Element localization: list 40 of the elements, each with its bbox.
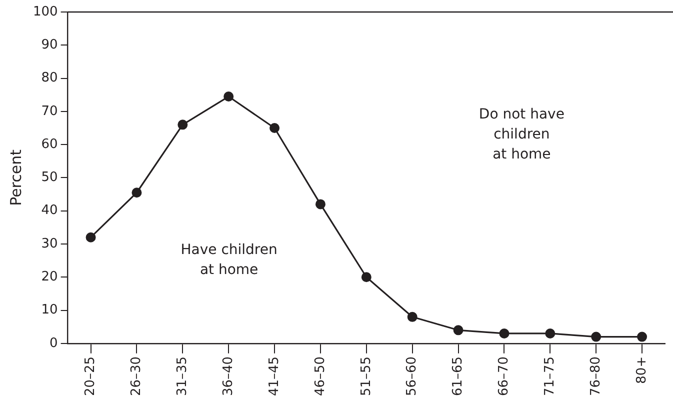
point <box>132 188 142 198</box>
y-tick-label: 60 <box>41 136 58 152</box>
point <box>545 328 556 338</box>
x-tick-label: 31–35 <box>175 356 190 396</box>
x-tick-label: 61–65 <box>450 356 466 396</box>
point <box>407 312 418 322</box>
y-tick-label: 10 <box>41 302 58 318</box>
x-tick-label: 76–80 <box>588 356 604 396</box>
y-tick-label: 40 <box>41 203 58 218</box>
annotation: Have children at home <box>180 242 278 278</box>
y-tick-label: 80 <box>41 70 58 86</box>
point <box>270 122 280 133</box>
x-tick-label: 71–75 <box>542 356 558 396</box>
y-tick-label: 100 <box>32 4 58 20</box>
y-tick-label: 90 <box>41 38 58 53</box>
point <box>86 232 96 242</box>
x-tick-label: 26–30 <box>129 356 144 396</box>
x-tick-label: 46–50 <box>312 356 328 396</box>
x-tick-label: 56–60 <box>404 356 420 396</box>
y-tick-label: 20 <box>41 270 58 285</box>
point <box>178 120 188 130</box>
point <box>637 332 648 342</box>
point <box>453 325 464 336</box>
x-tick-label: 66–70 <box>496 356 512 396</box>
point <box>224 92 234 102</box>
annotation: Do not have children at home <box>478 106 564 162</box>
y-axis-title: Percent <box>6 149 25 206</box>
y-tick-label: 70 <box>41 104 58 119</box>
x-tick-label: 41–45 <box>266 356 282 396</box>
y-tick-label: 0 <box>50 336 58 351</box>
point <box>361 272 372 282</box>
point <box>499 328 510 338</box>
point <box>591 332 602 342</box>
x-tick-label: 51–55 <box>358 356 374 396</box>
x-tick-label: 80+ <box>634 356 650 384</box>
point <box>315 199 326 210</box>
y-tick-label: 30 <box>41 236 58 252</box>
y-tick-label: 50 <box>41 170 58 186</box>
x-tick-label: 36–40 <box>220 356 236 396</box>
x-tick-label: 20–25 <box>83 356 98 396</box>
